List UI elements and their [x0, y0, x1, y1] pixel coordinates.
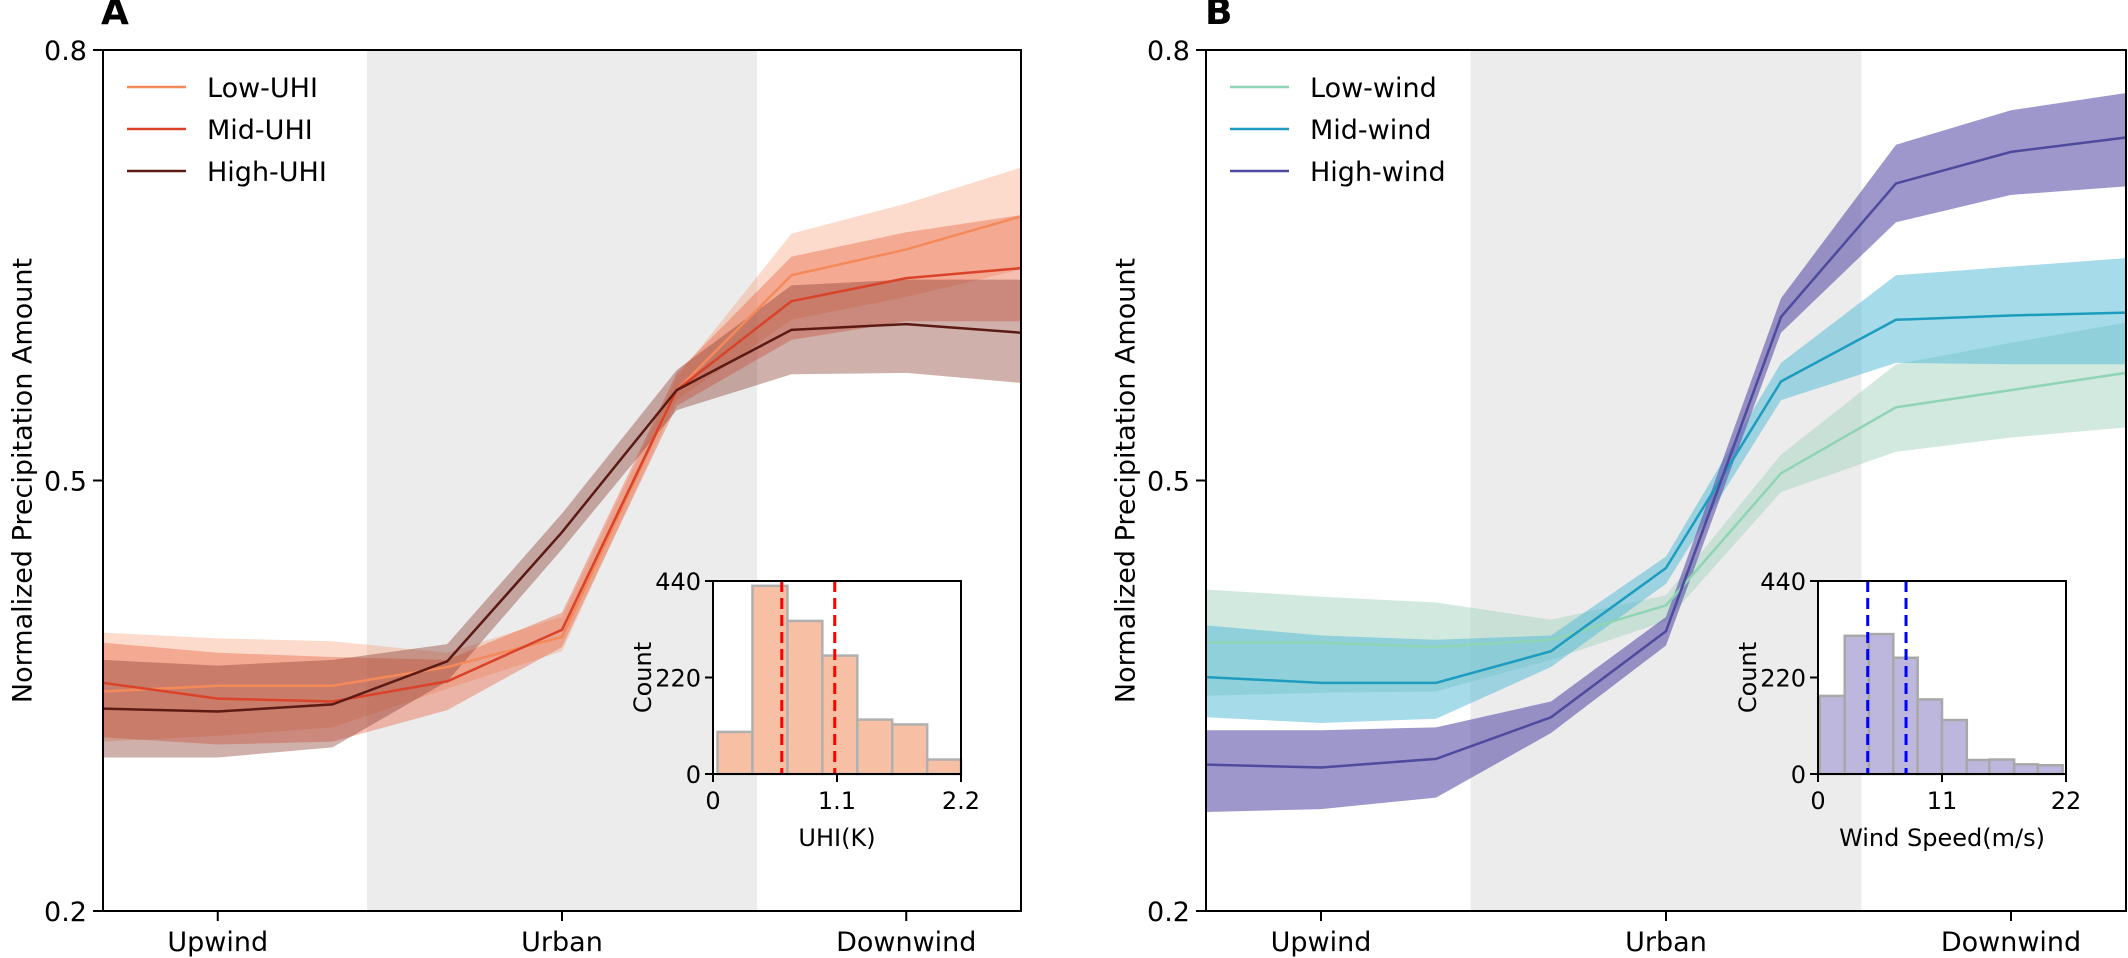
series-lines — [102, 215, 1022, 713]
y-axis-label: Normalized Precipitation Amount — [7, 258, 38, 703]
y-ticks: 0.2 0.5 0.8 — [1147, 36, 1206, 928]
x-tick-label: Urban — [1625, 927, 1707, 958]
panel-a: A 0.2 0.5 0.8 Upwind Urban Downwind Normaliz… — [7, 0, 1022, 958]
panel-b: B 0.2 0.5 0.8 Upwind Urban Downwind Normaliz… — [1110, 0, 2127, 958]
inset-x-tick-label: 0 — [705, 787, 720, 815]
legend-label: Low-UHI — [207, 73, 318, 104]
y-tick-label: 0.8 — [44, 36, 87, 67]
y-tick-label: 0.8 — [1147, 36, 1190, 67]
inset-y-tick-label: 440 — [1760, 568, 1806, 596]
band-low-wind — [1206, 322, 2126, 696]
histogram-bar — [1843, 634, 1871, 776]
inset-x-tick-label: 22 — [2051, 787, 2082, 815]
legend-label: High-wind — [1310, 157, 1446, 188]
series-lines — [1205, 136, 2127, 769]
histogram-bar — [2036, 763, 2064, 776]
histogram-bar — [1867, 632, 1895, 776]
inset-y-axis-label: Count — [629, 642, 657, 713]
inset-y-axis-label: Count — [1734, 642, 1762, 713]
x-tick-label: Downwind — [1941, 927, 2081, 958]
histogram-bar — [856, 718, 894, 776]
histogram-bar — [2012, 763, 2040, 776]
inset-y-tick-label: 440 — [655, 568, 701, 596]
band-high-wind — [1206, 93, 2126, 812]
histogram-bar — [786, 619, 824, 776]
histogram-bar — [716, 730, 754, 776]
y-tick-label: 0.5 — [1147, 467, 1190, 498]
band-high-uhi — [103, 279, 1021, 758]
band-low-uhi — [103, 167, 1021, 742]
panel-letter: A — [101, 0, 129, 33]
histogram-bar — [1988, 758, 2016, 776]
confidence-bands — [1206, 93, 2126, 812]
x-tick-label: Upwind — [1271, 927, 1372, 958]
urban-shaded-region — [366, 50, 758, 911]
y-tick-label: 0.2 — [1147, 897, 1190, 928]
legend-label: Mid-wind — [1310, 115, 1432, 146]
band-mid-wind — [1206, 258, 2126, 724]
x-tick-label: Urban — [521, 927, 603, 958]
inset-x-tick-label: 0 — [1810, 787, 1825, 815]
inset-histogram: 0 220 440 0 1.1 2.2 UHI(K) Count — [629, 568, 980, 852]
inset-x-tick-label: 11 — [1927, 787, 1958, 815]
histogram-bar — [821, 654, 859, 776]
confidence-bands — [103, 167, 1021, 758]
histogram-bar — [1916, 698, 1944, 776]
x-ticks: Upwind Urban Downwind — [167, 911, 976, 958]
inset-x-tick-label: 2.2 — [942, 787, 980, 815]
x-tick-label: Downwind — [836, 927, 976, 958]
histogram-bar — [890, 723, 929, 776]
legend-label: Mid-UHI — [207, 115, 313, 146]
histogram-bar — [1965, 758, 1991, 776]
inset-y-tick-label: 220 — [1760, 665, 1806, 693]
y-tick-label: 0.5 — [44, 467, 87, 498]
histogram-bar — [1940, 718, 1969, 776]
inset-y-tick-label: 0 — [1791, 761, 1806, 789]
panel-letter: B — [1205, 0, 1232, 33]
histogram-bar — [1818, 694, 1846, 776]
legend: Low-UHI Mid-UHI High-UHI — [127, 73, 327, 188]
inset-x-axis-label: Wind Speed(m/s) — [1839, 824, 2045, 852]
legend: Low-wind Mid-wind High-wind — [1230, 73, 1446, 188]
legend-label: Low-wind — [1310, 73, 1437, 104]
x-ticks: Upwind Urban Downwind — [1271, 911, 2081, 958]
band-mid-uhi — [103, 215, 1021, 745]
inset-x-axis-label: UHI(K) — [798, 824, 875, 852]
inset-y-tick-label: 220 — [655, 665, 701, 693]
histogram-bar — [751, 584, 789, 776]
x-tick-label: Upwind — [167, 927, 268, 958]
inset-y-tick-label: 0 — [686, 761, 701, 789]
histogram-bar — [925, 758, 963, 776]
y-ticks: 0.2 0.5 0.8 — [44, 36, 103, 928]
y-axis-label: Normalized Precipitation Amount — [1110, 258, 1141, 703]
legend-label: High-UHI — [207, 157, 327, 188]
y-tick-label: 0.2 — [44, 897, 87, 928]
inset-x-tick-label: 1.1 — [818, 787, 856, 815]
